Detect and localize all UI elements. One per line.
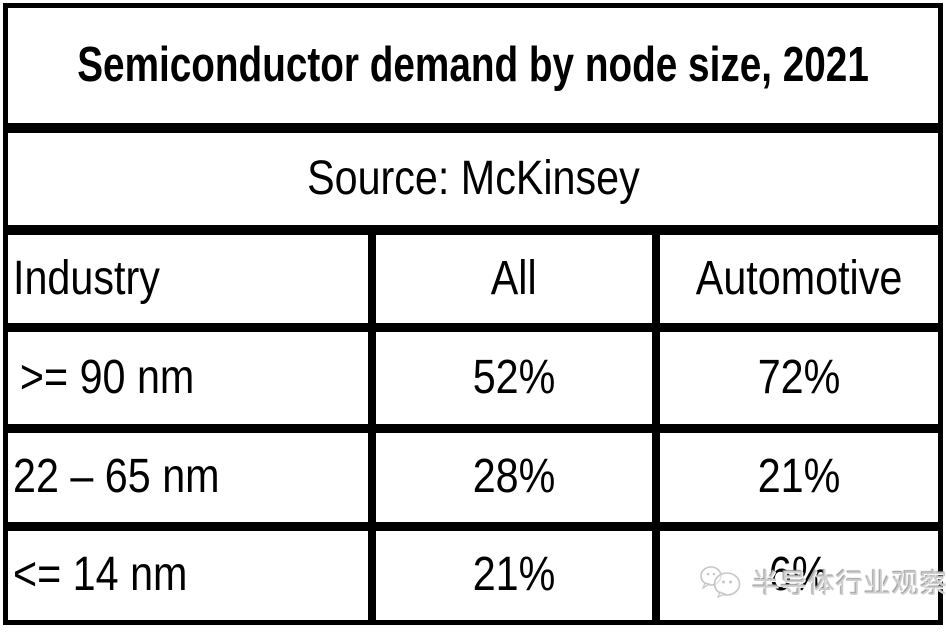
value-automotive: 72% xyxy=(757,350,841,404)
value-all: 21% xyxy=(472,548,556,602)
row-label-cell: >= 90 nm xyxy=(8,332,376,424)
value-cell-automotive: 72% xyxy=(660,332,938,424)
table-title: Semiconductor demand by node size, 2021 xyxy=(77,37,869,92)
value-cell-automotive: 6% xyxy=(660,531,938,620)
value-cell-all: 52% xyxy=(376,332,660,424)
header-cell-automotive: Automotive xyxy=(660,235,938,323)
source-label: Source: McKinsey xyxy=(306,151,640,205)
table-title-row: Semiconductor demand by node size, 2021 xyxy=(8,8,938,133)
row-label: 22 – 65 nm xyxy=(13,450,220,504)
value-all: 52% xyxy=(472,350,556,404)
column-header-all: All xyxy=(491,251,537,305)
column-header-industry: Industry xyxy=(13,251,160,305)
value-cell-all: 28% xyxy=(376,433,660,522)
table-source-row: Source: McKinsey xyxy=(8,133,938,235)
value-cell-automotive: 21% xyxy=(660,433,938,522)
header-cell-all: All xyxy=(376,235,660,323)
row-label: >= 90 nm xyxy=(19,350,195,404)
row-label: <= 14 nm xyxy=(13,548,188,602)
value-all: 28% xyxy=(472,450,556,504)
value-cell-all: 21% xyxy=(376,531,660,620)
row-label-cell: <= 14 nm xyxy=(8,531,376,620)
header-cell-industry: Industry xyxy=(8,235,376,323)
table-row-le-14nm: <= 14 nm 21% 6% xyxy=(8,531,938,620)
table-row-22-65nm: 22 – 65 nm 28% 21% xyxy=(8,433,938,531)
value-automotive: 6% xyxy=(769,548,829,602)
value-automotive: 21% xyxy=(757,450,841,504)
column-header-automotive: Automotive xyxy=(695,251,903,305)
table-row-ge-90nm: >= 90 nm 52% 72% xyxy=(8,332,938,433)
row-label-cell: 22 – 65 nm xyxy=(8,433,376,522)
demand-table: Semiconductor demand by node size, 2021 … xyxy=(3,3,943,625)
table-header-row: Industry All Automotive xyxy=(8,235,938,332)
